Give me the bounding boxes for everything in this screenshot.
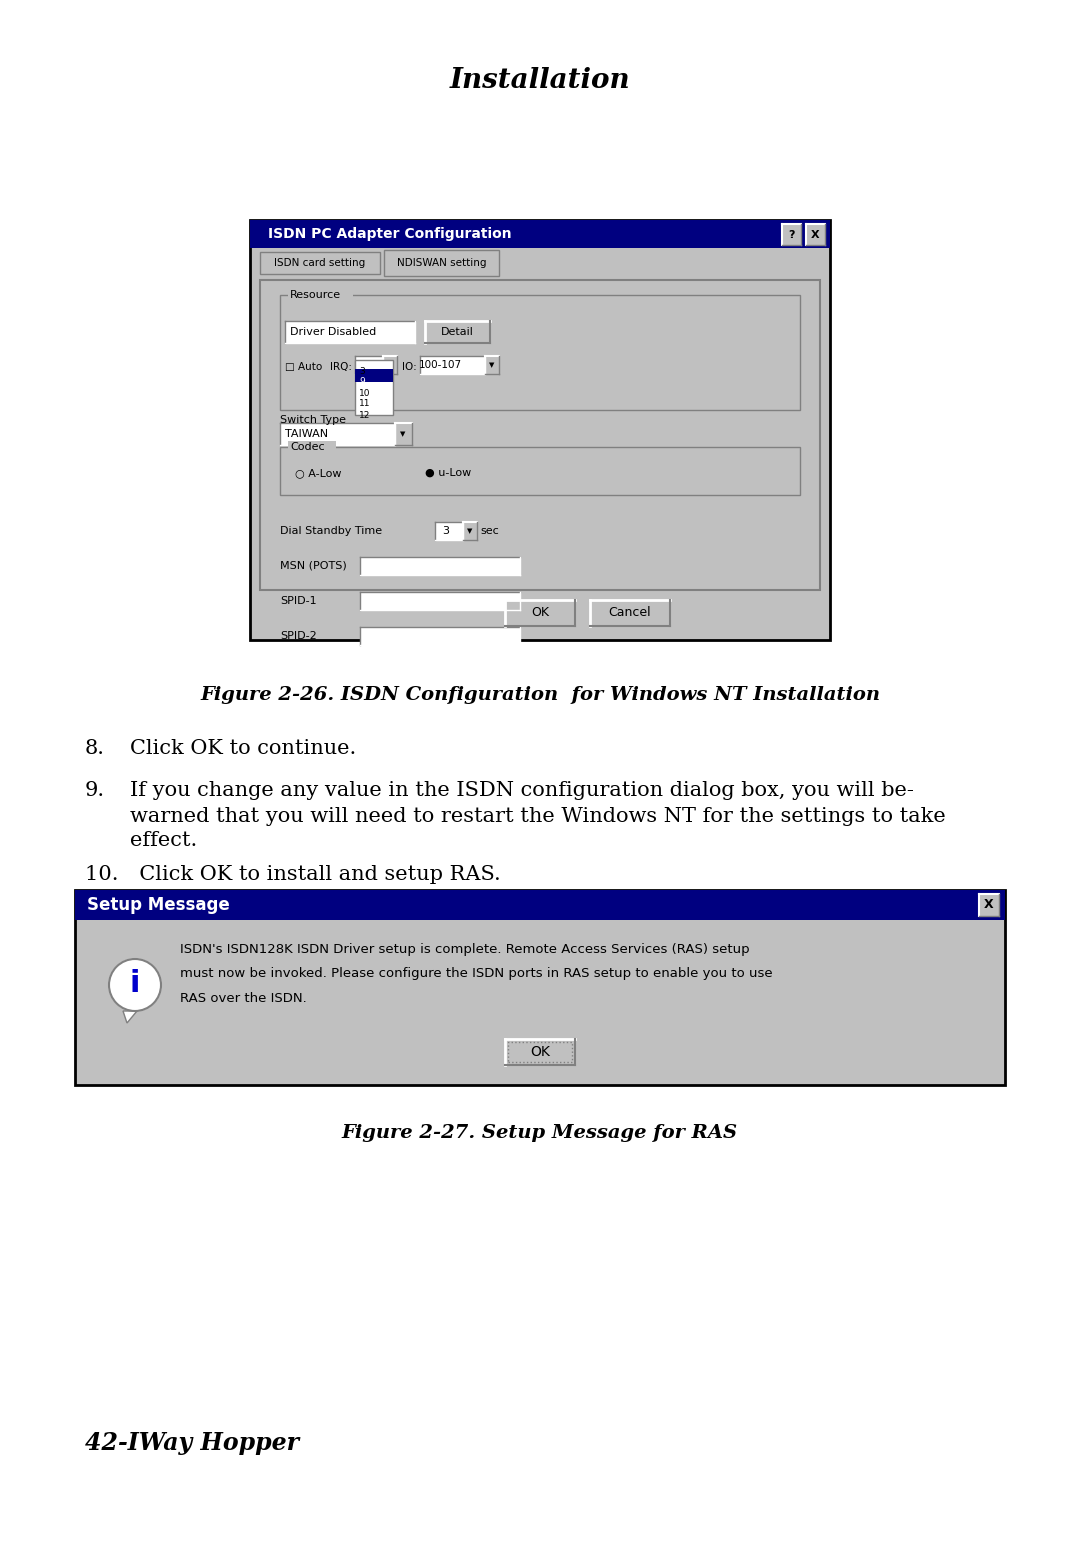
FancyBboxPatch shape xyxy=(260,280,820,590)
FancyBboxPatch shape xyxy=(395,422,411,446)
FancyBboxPatch shape xyxy=(435,522,463,540)
Text: OK: OK xyxy=(530,1045,550,1059)
FancyBboxPatch shape xyxy=(426,321,490,343)
Text: ○ A-Low: ○ A-Low xyxy=(295,467,341,478)
Text: 12: 12 xyxy=(359,410,370,419)
Text: 3: 3 xyxy=(359,367,365,376)
Text: OK: OK xyxy=(531,607,549,620)
FancyBboxPatch shape xyxy=(590,599,670,626)
Text: NDISWAN setting: NDISWAN setting xyxy=(397,258,487,269)
Text: RAS over the ISDN.: RAS over the ISDN. xyxy=(180,991,307,1005)
Text: Setup Message: Setup Message xyxy=(87,896,230,915)
Text: ISDN PC Adapter Configuration: ISDN PC Adapter Configuration xyxy=(268,227,512,241)
Bar xyxy=(280,295,800,410)
Text: 42-IWay Hopper: 42-IWay Hopper xyxy=(85,1430,299,1455)
FancyBboxPatch shape xyxy=(360,592,519,610)
Text: effect.: effect. xyxy=(130,831,198,851)
Text: Installation: Installation xyxy=(449,67,631,93)
Text: 9: 9 xyxy=(366,360,373,370)
Text: Resource: Resource xyxy=(291,290,341,300)
Text: Detail: Detail xyxy=(441,328,473,337)
Text: ISDN card setting: ISDN card setting xyxy=(274,258,366,269)
FancyBboxPatch shape xyxy=(384,250,499,276)
Text: ● u-Low: ● u-Low xyxy=(426,467,471,478)
Text: 10. Click OK to install and setup RAS.: 10. Click OK to install and setup RAS. xyxy=(85,865,501,885)
FancyBboxPatch shape xyxy=(285,321,415,343)
FancyBboxPatch shape xyxy=(782,224,801,245)
FancyBboxPatch shape xyxy=(360,558,519,575)
Text: 100-107: 100-107 xyxy=(418,360,461,370)
FancyBboxPatch shape xyxy=(75,890,1005,1086)
Text: IO:: IO: xyxy=(402,362,417,373)
FancyBboxPatch shape xyxy=(360,627,519,644)
Text: i: i xyxy=(130,969,140,997)
Text: Figure 2-27. Setup Message for RAS: Figure 2-27. Setup Message for RAS xyxy=(342,1124,738,1141)
Text: sec: sec xyxy=(480,526,499,536)
Circle shape xyxy=(109,960,161,1011)
Text: □ Auto: □ Auto xyxy=(285,362,322,373)
Polygon shape xyxy=(123,1011,137,1023)
Text: MSN (POTS): MSN (POTS) xyxy=(280,561,347,572)
Text: must now be invoked. Please configure the ISDN ports in RAS setup to enable you : must now be invoked. Please configure th… xyxy=(180,968,772,980)
FancyBboxPatch shape xyxy=(288,289,353,303)
FancyBboxPatch shape xyxy=(505,599,575,626)
Text: ▼: ▼ xyxy=(401,432,406,436)
Text: SPID-1: SPID-1 xyxy=(280,596,316,606)
FancyBboxPatch shape xyxy=(288,441,336,455)
FancyBboxPatch shape xyxy=(355,360,393,415)
Text: ?: ? xyxy=(788,230,795,239)
Text: Dial Standby Time: Dial Standby Time xyxy=(280,526,382,536)
FancyBboxPatch shape xyxy=(280,422,395,446)
Text: X: X xyxy=(811,230,820,239)
Text: 9.: 9. xyxy=(85,781,105,800)
Text: ▼: ▼ xyxy=(388,362,393,368)
Text: ▼: ▼ xyxy=(468,528,473,534)
Text: TAIWAN: TAIWAN xyxy=(285,429,328,439)
FancyBboxPatch shape xyxy=(249,221,831,248)
FancyBboxPatch shape xyxy=(75,890,1005,919)
Text: 10: 10 xyxy=(359,388,370,398)
Text: Driver Disabled: Driver Disabled xyxy=(291,328,376,337)
Text: warned that you will need to restart the Windows NT for the settings to take: warned that you will need to restart the… xyxy=(130,806,946,826)
FancyBboxPatch shape xyxy=(806,224,825,245)
Bar xyxy=(280,447,800,495)
Text: ISDN's ISDN128K ISDN Driver setup is complete. Remote Access Services (RAS) setu: ISDN's ISDN128K ISDN Driver setup is com… xyxy=(180,944,750,957)
FancyBboxPatch shape xyxy=(249,221,831,640)
Text: IRQ:: IRQ: xyxy=(330,362,352,373)
FancyBboxPatch shape xyxy=(420,356,485,374)
Text: SPID-2: SPID-2 xyxy=(280,631,316,641)
Text: Codec: Codec xyxy=(291,443,325,452)
Text: 8.: 8. xyxy=(85,739,105,758)
FancyBboxPatch shape xyxy=(355,370,393,382)
FancyBboxPatch shape xyxy=(978,895,999,916)
Text: Cancel: Cancel xyxy=(609,607,651,620)
Text: Figure 2-26. ISDN Configuration  for Windows NT Installation: Figure 2-26. ISDN Configuration for Wind… xyxy=(200,686,880,704)
FancyBboxPatch shape xyxy=(463,522,477,540)
Bar xyxy=(508,1042,572,1062)
Text: X: X xyxy=(984,899,994,912)
FancyBboxPatch shape xyxy=(355,356,383,374)
FancyBboxPatch shape xyxy=(383,356,397,374)
FancyBboxPatch shape xyxy=(505,1039,575,1065)
Text: 11: 11 xyxy=(359,399,370,408)
FancyBboxPatch shape xyxy=(260,252,380,273)
Text: Switch Type: Switch Type xyxy=(280,415,346,426)
Text: Click OK to continue.: Click OK to continue. xyxy=(130,739,356,758)
Text: ▼: ▼ xyxy=(489,362,495,368)
Text: 3: 3 xyxy=(443,526,449,536)
Text: 9: 9 xyxy=(359,377,365,387)
Text: If you change any value in the ISDN configuration dialog box, you will be-: If you change any value in the ISDN conf… xyxy=(130,781,914,800)
FancyBboxPatch shape xyxy=(485,356,499,374)
